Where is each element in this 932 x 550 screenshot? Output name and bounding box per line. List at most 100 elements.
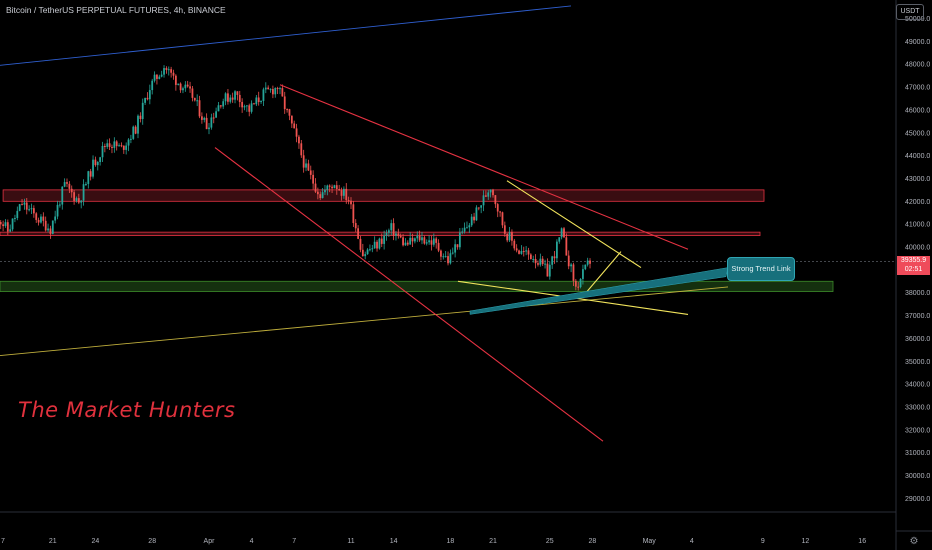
chart-title: Bitcoin / TetherUS PERPETUAL FUTURES, 4h… [6, 5, 226, 15]
candle-body [49, 228, 52, 234]
brand-watermark: The Market Hunters [18, 398, 236, 422]
candle-body [245, 105, 248, 107]
resistance-zone [2, 189, 765, 202]
candle-body [89, 171, 92, 177]
candle-body [440, 250, 442, 257]
candle-body [451, 252, 454, 254]
candle-body [466, 227, 468, 229]
price-tick-label: 45000.0 [905, 130, 930, 137]
candle-body [582, 269, 584, 279]
candle-body [534, 258, 537, 264]
candle-body [238, 94, 241, 102]
candle-body [264, 87, 267, 90]
candle-body [272, 89, 274, 95]
candle-body [423, 237, 426, 244]
price-tick-label: 41000.0 [905, 222, 930, 229]
candle-body [395, 233, 397, 236]
candle-body [305, 163, 307, 168]
time-tick-label: 9 [761, 538, 765, 545]
candle-body [132, 126, 135, 139]
candle-body [73, 192, 75, 201]
candle-body [68, 183, 71, 189]
candle-body [191, 88, 194, 98]
candle-body [32, 208, 35, 214]
candle-body [556, 241, 558, 259]
candle-body [553, 256, 556, 259]
candle-body [406, 242, 409, 245]
candle-body [201, 116, 203, 120]
candle-body [482, 195, 485, 206]
candle-body [567, 255, 570, 267]
time-tick-label: May [643, 538, 657, 545]
candle-body [373, 241, 376, 249]
candle-body [42, 216, 45, 221]
candle-body [314, 183, 317, 192]
candle-body [134, 126, 137, 134]
candle-body [18, 204, 21, 211]
candle-body [397, 233, 400, 236]
candle-body [158, 76, 161, 79]
candle-body [257, 97, 260, 103]
candle-body [537, 263, 539, 265]
candle-body [99, 157, 102, 163]
candle-body [494, 195, 497, 205]
upper-trendline [0, 5, 572, 66]
candle-body [85, 183, 87, 185]
candle-body [269, 89, 272, 91]
candle-body [241, 101, 244, 108]
candle-body [167, 69, 170, 71]
candle-body [111, 146, 113, 148]
candle-body [319, 194, 322, 199]
price-axis[interactable]: 29000.0 30000.0 31000.0 32000.0 33000.0 34000… [905, 16, 930, 503]
candle-body [544, 263, 546, 265]
candle-body [463, 227, 466, 232]
candle-body [56, 204, 59, 217]
gear-icon[interactable]: ⚙ [909, 536, 919, 547]
candle-body [47, 228, 49, 231]
candle-body [92, 159, 94, 177]
candle-body [276, 88, 279, 90]
time-axis[interactable]: 7 21 24 28 Apr 4 7 11 14 18 21 25 28 May 4 9 12 16 [1, 538, 866, 545]
candle-body [108, 143, 111, 147]
candle-body [151, 80, 154, 91]
candle-body [449, 253, 452, 264]
time-tick-label: 28 [148, 538, 156, 545]
candle-body [229, 97, 232, 102]
candle-body [409, 237, 412, 245]
candle-body [333, 185, 336, 189]
candle-body [198, 100, 201, 117]
candle-body [260, 100, 262, 103]
candle-body [366, 249, 369, 255]
candle-body [248, 105, 251, 112]
candle-body [539, 258, 542, 265]
candle-body [331, 186, 333, 189]
candle-body [113, 141, 116, 148]
candle-body [54, 216, 57, 221]
price-tick-label: 36000.0 [905, 336, 930, 343]
candles [0, 65, 591, 291]
candle-body [281, 88, 284, 97]
currency-badge[interactable]: USDT [896, 4, 924, 20]
candle-body [253, 103, 255, 105]
candle-body [215, 111, 217, 118]
candle-body [21, 204, 23, 206]
candle-body [357, 228, 359, 239]
candle-body [428, 240, 430, 243]
candle-body [546, 263, 549, 277]
candle-body [302, 155, 305, 168]
time-tick-label: 7 [292, 538, 296, 545]
candle-body [345, 188, 348, 201]
candle-body [290, 115, 293, 124]
candle-body [418, 235, 421, 241]
price-tick-label: 35000.0 [905, 359, 930, 366]
time-tick-label: 4 [690, 538, 694, 545]
candle-body [520, 251, 523, 254]
candle-body [196, 100, 199, 102]
candle-body [96, 162, 99, 166]
candle-body [87, 171, 90, 184]
candle-body [385, 232, 388, 236]
price-tick-label: 49000.0 [905, 39, 930, 46]
candle-body [454, 244, 457, 253]
candle-body [411, 237, 414, 242]
